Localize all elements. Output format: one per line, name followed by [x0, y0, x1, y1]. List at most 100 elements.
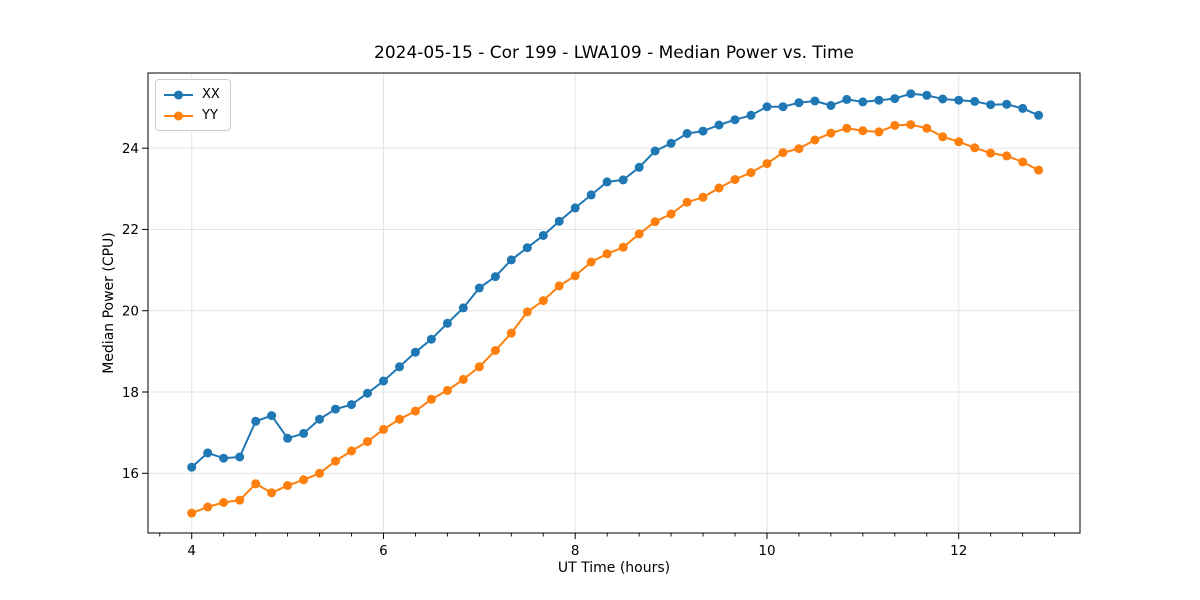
y-tick-label: 22 [122, 222, 139, 238]
data-point-xx [458, 303, 468, 313]
data-point-xx [203, 448, 213, 458]
data-point-yy [938, 132, 948, 142]
data-point-xx [826, 101, 836, 110]
x-tick-label: 10 [758, 543, 775, 559]
data-point-yy [522, 307, 532, 317]
legend-line-marker-yy-icon [164, 111, 193, 120]
data-point-yy [970, 143, 980, 153]
data-point-yy [395, 414, 404, 424]
data-point-yy [426, 394, 436, 404]
data-point-yy [586, 257, 596, 267]
data-point-xx [474, 283, 484, 293]
data-point-xx [570, 203, 580, 213]
legend-label-xx: XX [202, 87, 220, 102]
x-axis-label: UT Time (hours) [557, 560, 671, 576]
data-point-xx [1034, 110, 1044, 120]
data-point-yy [1034, 165, 1044, 175]
data-point-yy [922, 123, 932, 133]
data-point-xx [746, 110, 756, 120]
y-tick-label: 24 [122, 141, 139, 157]
data-point-yy [634, 229, 644, 239]
data-point-yy [283, 481, 293, 490]
data-point-xx [954, 95, 964, 105]
data-point-xx [315, 414, 324, 424]
data-point-yy [794, 144, 804, 154]
data-point-xx [618, 175, 628, 185]
data-point-yy [618, 242, 628, 252]
data-point-yy [746, 168, 756, 178]
data-point-xx [778, 102, 788, 112]
data-point-yy [954, 137, 964, 147]
data-point-xx [347, 400, 356, 410]
data-point-xx [586, 190, 596, 200]
x-tick-label: 4 [187, 543, 196, 559]
series-line-yy [190, 123, 1040, 515]
data-point-yy [778, 148, 788, 158]
data-point-xx [283, 433, 293, 443]
data-point-yy [714, 183, 724, 193]
data-point-xx [810, 96, 820, 106]
y-tick-label: 20 [122, 304, 139, 320]
data-point-xx [426, 334, 436, 344]
data-point-xx [490, 272, 500, 282]
data-point-xx [858, 97, 868, 107]
data-point-xx [650, 146, 660, 156]
data-point-yy [458, 374, 468, 384]
data-point-xx [986, 100, 996, 110]
data-point-yy [538, 296, 548, 306]
data-point-yy [363, 437, 372, 447]
data-point-yy [730, 175, 740, 184]
data-point-xx [363, 388, 372, 398]
data-point-xx [698, 126, 708, 136]
data-point-xx [538, 231, 548, 240]
data-point-xx [299, 428, 309, 438]
data-point-xx [666, 138, 676, 148]
data-point-xx [395, 362, 404, 372]
data-point-xx [187, 462, 197, 472]
data-point-xx [219, 453, 229, 463]
data-point-yy [842, 123, 852, 133]
x-tick-label: 6 [379, 543, 388, 559]
data-point-xx [379, 376, 388, 386]
legend-line-marker-xx-icon [164, 90, 193, 99]
data-point-xx [331, 404, 340, 414]
data-point-yy [666, 209, 676, 219]
data-point-xx [267, 411, 277, 421]
data-point-xx [506, 255, 516, 265]
data-point-yy [347, 446, 356, 456]
data-point-yy [331, 456, 340, 466]
data-point-xx [442, 318, 452, 328]
legend: XX YY [155, 79, 231, 131]
data-point-yy [906, 120, 916, 130]
x-tick-label: 8 [571, 543, 580, 559]
data-point-yy [219, 498, 229, 507]
chart-title: 2024-05-15 - Cor 199 - LWA109 - Median P… [374, 43, 854, 63]
data-point-xx [410, 347, 420, 357]
data-point-xx [730, 115, 740, 125]
data-point-yy [1018, 157, 1028, 167]
data-point-xx [235, 452, 245, 462]
data-point-xx [938, 94, 948, 104]
data-point-yy [570, 271, 580, 281]
y-axis-label: Median Power (CPU) [101, 232, 117, 374]
data-point-yy [682, 197, 692, 207]
data-point-xx [682, 129, 692, 138]
data-point-yy [762, 159, 772, 169]
data-point-yy [602, 249, 612, 259]
plot-box [147, 72, 1081, 534]
data-point-yy [506, 328, 516, 338]
data-point-xx [922, 90, 932, 100]
data-point-yy [1002, 151, 1012, 161]
data-point-yy [874, 127, 884, 137]
data-point-yy [650, 217, 660, 227]
data-point-yy [315, 468, 324, 478]
data-point-xx [634, 162, 644, 172]
data-point-xx [970, 96, 980, 106]
x-tick-label: 12 [950, 543, 967, 559]
data-point-yy [299, 475, 309, 485]
series-line-xx [190, 92, 1040, 469]
data-point-yy [410, 406, 420, 416]
data-point-xx [714, 120, 724, 130]
legend-item-yy: YY [163, 106, 220, 125]
data-point-yy [442, 385, 452, 395]
